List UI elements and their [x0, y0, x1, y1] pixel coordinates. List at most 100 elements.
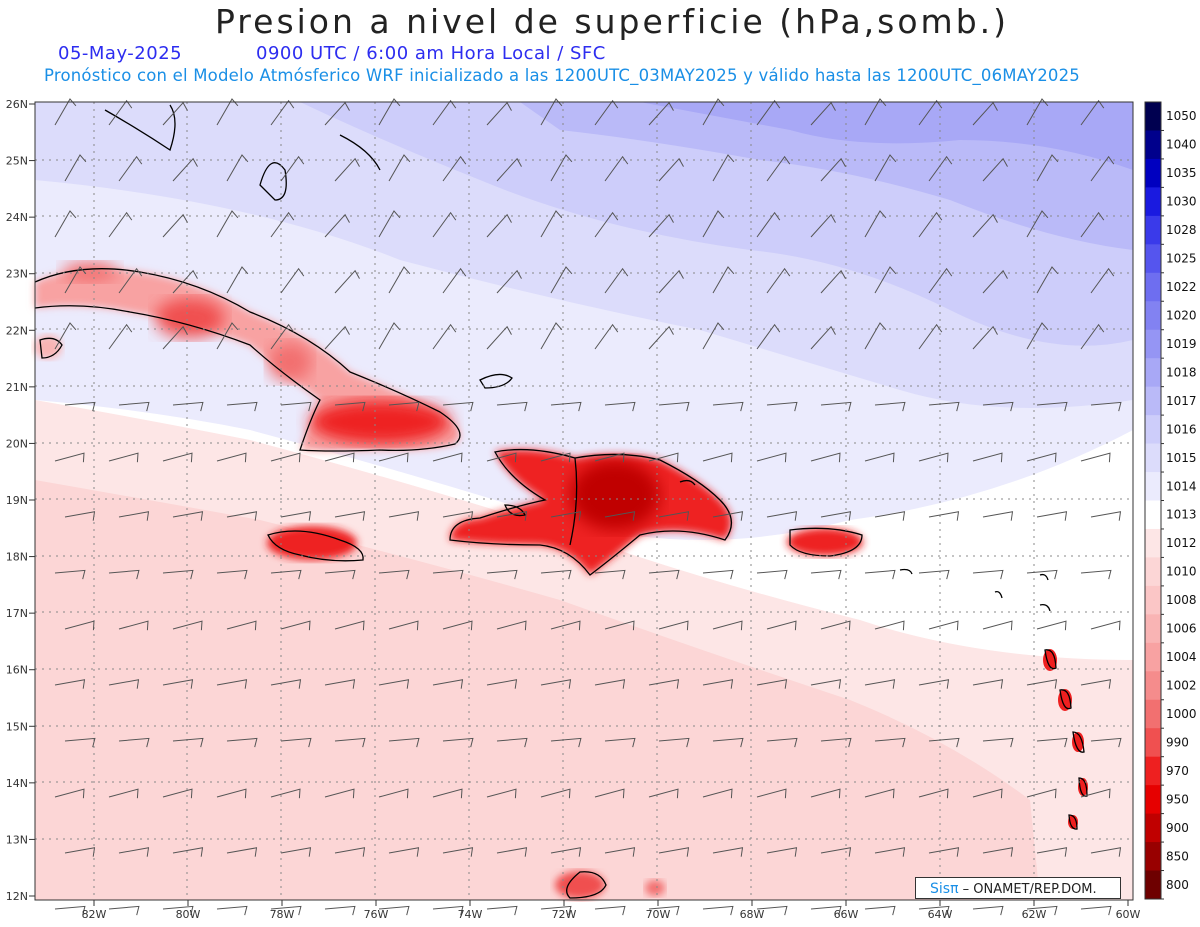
colorbar-swatch — [1145, 756, 1161, 786]
wind-barb — [982, 620, 1013, 631]
lat-label: 23N — [6, 268, 28, 281]
wind-barb — [64, 847, 96, 857]
wind-barb — [280, 155, 305, 182]
wind-barb — [658, 401, 690, 412]
wind-barb — [810, 905, 842, 916]
credit-text: – ONAMET/REP.DOM. — [962, 882, 1097, 897]
wind-barb — [108, 679, 140, 689]
wind-barb — [216, 788, 247, 799]
wind-barb — [324, 788, 355, 799]
wind-barb — [874, 401, 906, 412]
wind-barb — [108, 323, 133, 350]
wind-barb — [1080, 323, 1105, 350]
wind-barb — [594, 905, 626, 916]
wind-barb — [54, 210, 77, 238]
colorbar-label: 1035 — [1166, 166, 1197, 180]
wind-barb — [64, 737, 96, 748]
longitude-labels: 82W 80W 78W 76W 74W 72W 70W 68W 66W 64W 62W 60W — [82, 900, 1141, 921]
wind-barb — [928, 620, 959, 631]
lat-label: 13N — [6, 833, 28, 846]
wind-barb — [982, 511, 1014, 521]
colorbar-swatch — [1145, 472, 1161, 501]
wind-barb — [324, 905, 356, 916]
wind-barb — [280, 267, 305, 294]
wind-barb — [874, 266, 897, 294]
colorbar-label: 1008 — [1166, 593, 1197, 607]
wind-barb — [702, 98, 725, 126]
wind-barb — [550, 737, 582, 748]
wind-barb — [810, 452, 841, 463]
wind-barb — [118, 847, 150, 857]
wind-barb — [1080, 452, 1111, 463]
wind-barb — [550, 401, 582, 412]
latitude-labels: 26N 25N 24N 23N 22N 21N 20N 19N 18N 17N 16N 15N 14N 1… — [6, 98, 35, 903]
wind-barb — [334, 511, 366, 521]
wind-barb — [496, 737, 528, 748]
wind-barb — [540, 322, 563, 350]
wind-barb — [216, 569, 248, 580]
wind-barb — [54, 569, 86, 580]
wind-barb — [648, 905, 680, 916]
wind-barb — [270, 905, 302, 916]
forecast-note: Pronóstico con el Modelo Atmósferico WRF… — [44, 66, 1081, 85]
wind-barb — [1036, 511, 1068, 521]
colorbar-swatch — [1145, 244, 1161, 274]
wind-barb — [928, 267, 953, 294]
wind-barb — [594, 679, 626, 689]
wind-barb — [486, 569, 518, 580]
colorbar-swatch — [1145, 443, 1161, 473]
wind-barb — [540, 452, 571, 463]
wind-barb — [172, 157, 198, 182]
wind-barb — [820, 511, 852, 521]
lat-label: 17N — [6, 607, 28, 620]
wind-barb — [162, 679, 194, 689]
wind-barb — [648, 325, 674, 350]
wind-barb — [756, 569, 788, 580]
wind-barb — [918, 452, 949, 463]
wind-barb — [982, 401, 1014, 412]
date-label: 05-May-2025 — [58, 43, 183, 64]
wind-barb — [1036, 737, 1068, 748]
lon-label: 60W — [1116, 908, 1141, 921]
lon-label: 78W — [270, 908, 295, 921]
wind-barb — [1026, 905, 1058, 916]
colorbar-label: 1002 — [1166, 679, 1197, 693]
colorbar-label: 1025 — [1166, 252, 1197, 266]
wind-barb — [982, 737, 1014, 748]
wind-barb — [486, 679, 518, 689]
wind-barb — [64, 154, 87, 182]
colorbar-label: 970 — [1166, 764, 1189, 778]
wind-barb — [766, 267, 791, 294]
wind-barb — [702, 569, 734, 580]
wind-barb — [216, 905, 248, 916]
wind-barb — [1036, 620, 1067, 631]
wind-barb — [388, 511, 420, 521]
wind-barb — [442, 511, 474, 521]
wind-barb — [388, 266, 411, 294]
wind-barb — [810, 325, 836, 350]
wind-barb — [172, 620, 203, 631]
wind-barb — [766, 737, 798, 748]
colorbar-swatch — [1145, 215, 1161, 245]
wind-barb — [1080, 679, 1112, 689]
wind-barb — [594, 99, 619, 126]
wind-barb — [820, 620, 851, 631]
wind-barb — [756, 788, 787, 799]
wind-barb — [280, 847, 312, 857]
credit-box: Sisπ – ONAMET/REP.DOM. — [915, 877, 1121, 899]
colorbar-label: 1000 — [1166, 707, 1197, 721]
wind-barb — [604, 401, 636, 412]
wind-barb — [54, 98, 77, 126]
lat-label: 22N — [6, 324, 28, 337]
wind-barb — [1080, 905, 1112, 916]
wind-barb — [918, 99, 943, 126]
wind-barb — [108, 905, 140, 916]
wind-barb — [162, 569, 194, 580]
wind-barb — [550, 154, 573, 182]
lat-label: 18N — [6, 551, 28, 564]
wind-barb — [118, 267, 143, 294]
wind-barb — [334, 847, 366, 857]
wind-barb — [1090, 737, 1122, 748]
wind-barb — [1080, 99, 1105, 126]
colorbar-swatch — [1145, 614, 1161, 644]
